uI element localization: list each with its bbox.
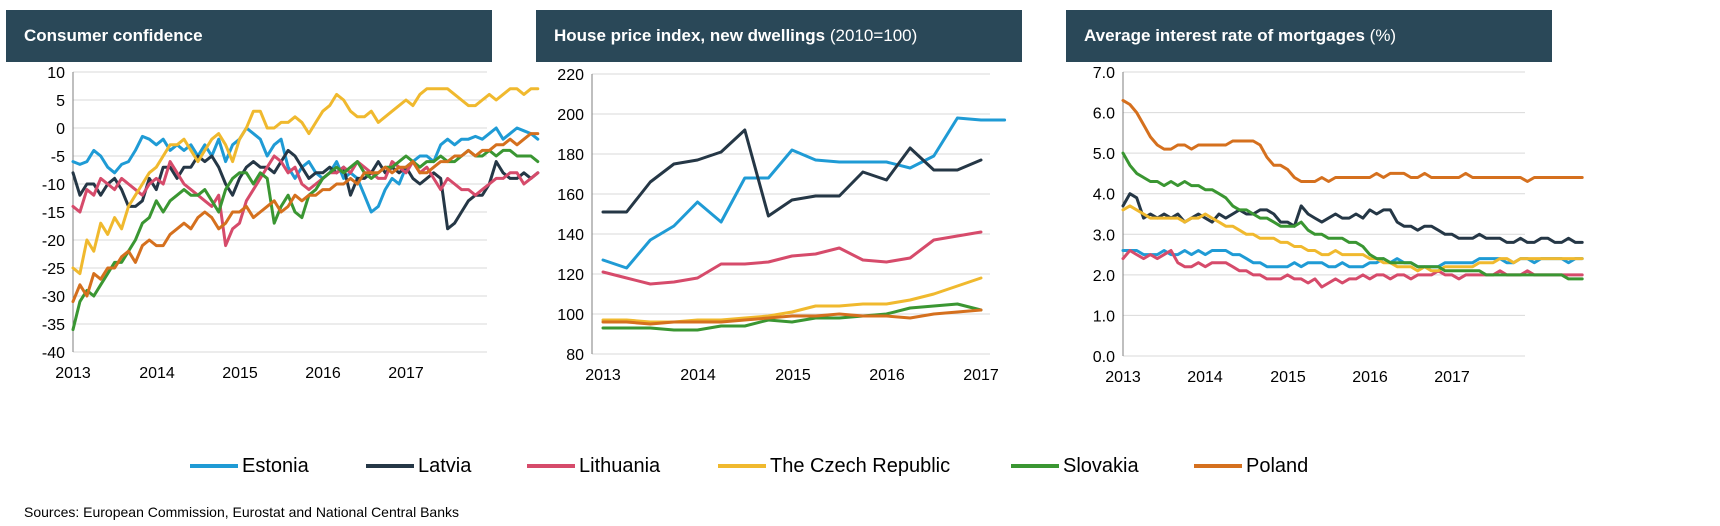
series-line-lithuania [71, 154, 540, 248]
series-line-estonia [1121, 249, 1584, 269]
series-line-slovakia [601, 302, 983, 332]
x-tick-label: 2014 [1187, 369, 1223, 386]
x-tick-label: 2013 [55, 365, 91, 382]
legend: Estonia Latvia Lithuania The Czech Repub… [0, 452, 1720, 480]
series-line-poland [71, 132, 540, 304]
legend-swatch [718, 464, 766, 468]
x-tick-label: 2013 [585, 367, 621, 384]
x-tick-label: 2016 [869, 367, 905, 384]
legend-label: Slovakia [1063, 454, 1139, 477]
series-line-slovakia [1121, 151, 1584, 281]
y-tick-label: 4.0 [1093, 187, 1115, 204]
y-tick-label: -20 [42, 233, 65, 250]
panel-title-consumer-confidence: Consumer confidence [6, 10, 492, 62]
y-tick-label: -35 [42, 317, 65, 334]
x-tick-label: 2015 [775, 367, 811, 384]
series-line-latvia [71, 148, 540, 231]
x-tick-label: 2015 [1270, 369, 1306, 386]
legend-label: Latvia [418, 454, 472, 477]
x-tick-label: 2016 [1352, 369, 1388, 386]
x-tick-label: 2017 [388, 365, 424, 382]
y-tick-label: 200 [557, 107, 584, 124]
y-tick-label: 0 [56, 121, 65, 138]
panel-title-bold: Average interest rate of mortgages [1084, 26, 1365, 45]
legend-item-latvia: Latvia [366, 452, 471, 480]
y-tick-label: 80 [566, 347, 584, 364]
legend-swatch [1011, 464, 1059, 468]
y-tick-label: -40 [42, 345, 65, 362]
legend-label: The Czech Republic [770, 454, 951, 477]
series-line-poland [601, 308, 983, 326]
y-tick-label: -25 [42, 261, 65, 278]
panel-title-unit: (%) [1369, 26, 1397, 45]
legend-swatch [366, 464, 414, 468]
legend-item-lithuania: Lithuania [527, 452, 660, 480]
series-line-estonia [71, 126, 540, 214]
y-tick-label: 120 [557, 267, 584, 284]
panel-title-mortgage-rate: Average interest rate of mortgages (%) [1066, 10, 1552, 62]
panel-title-house-price-index: House price index, new dwellings (2010=1… [536, 10, 1022, 62]
panel-title-bold: House price index, new dwellings [554, 26, 826, 45]
legend-label: Lithuania [579, 454, 661, 477]
legend-item-slovakia: Slovakia [1011, 452, 1139, 480]
x-tick-label: 2013 [1105, 369, 1141, 386]
y-tick-label: 180 [557, 147, 584, 164]
series-line-estonia [601, 116, 1007, 270]
y-tick-label: -5 [51, 149, 65, 166]
x-tick-label: 2014 [139, 365, 175, 382]
x-tick-label: 2014 [680, 367, 716, 384]
series-line-lithuania [601, 230, 983, 286]
x-tick-label: 2016 [305, 365, 341, 382]
series-line-poland [1121, 98, 1584, 183]
source-note: Sources: European Commission, Eurostat a… [24, 504, 459, 520]
legend-label: Poland [1246, 454, 1309, 477]
y-tick-label: 0.0 [1093, 349, 1115, 366]
y-tick-label: 2.0 [1093, 268, 1115, 285]
series-line-the-czech-republic [1121, 204, 1584, 273]
y-tick-label: 160 [557, 187, 584, 204]
y-tick-label: 10 [47, 65, 65, 82]
y-tick-label: 220 [557, 67, 584, 84]
legend-item-poland: Poland [1194, 452, 1308, 480]
y-tick-label: 1.0 [1093, 308, 1115, 325]
y-tick-label: -30 [42, 289, 65, 306]
series-line-the-czech-republic [71, 87, 540, 276]
y-tick-label: 3.0 [1093, 227, 1115, 244]
y-tick-label: 7.0 [1093, 65, 1115, 82]
y-tick-label: 100 [557, 307, 584, 324]
x-tick-label: 2015 [222, 365, 258, 382]
x-tick-label: 2017 [963, 367, 999, 384]
legend-swatch [1194, 464, 1242, 468]
series-line-latvia [601, 128, 983, 218]
series-line-latvia [1121, 192, 1584, 244]
legend-swatch [527, 464, 575, 468]
legend-item-czech-republic: The Czech Republic [718, 452, 950, 480]
y-tick-label: 140 [557, 227, 584, 244]
legend-label: Estonia [242, 454, 309, 477]
x-tick-label: 2017 [1434, 369, 1470, 386]
y-tick-label: 6.0 [1093, 106, 1115, 123]
y-tick-label: 5 [56, 93, 65, 110]
y-tick-label: -15 [42, 205, 65, 222]
legend-item-estonia: Estonia [190, 452, 309, 480]
y-tick-label: 5.0 [1093, 146, 1115, 163]
y-tick-label: -10 [42, 177, 65, 194]
panel-title-bold: Consumer confidence [24, 26, 203, 45]
panel-title-unit: (2010=100) [829, 26, 918, 45]
legend-swatch [190, 464, 238, 468]
